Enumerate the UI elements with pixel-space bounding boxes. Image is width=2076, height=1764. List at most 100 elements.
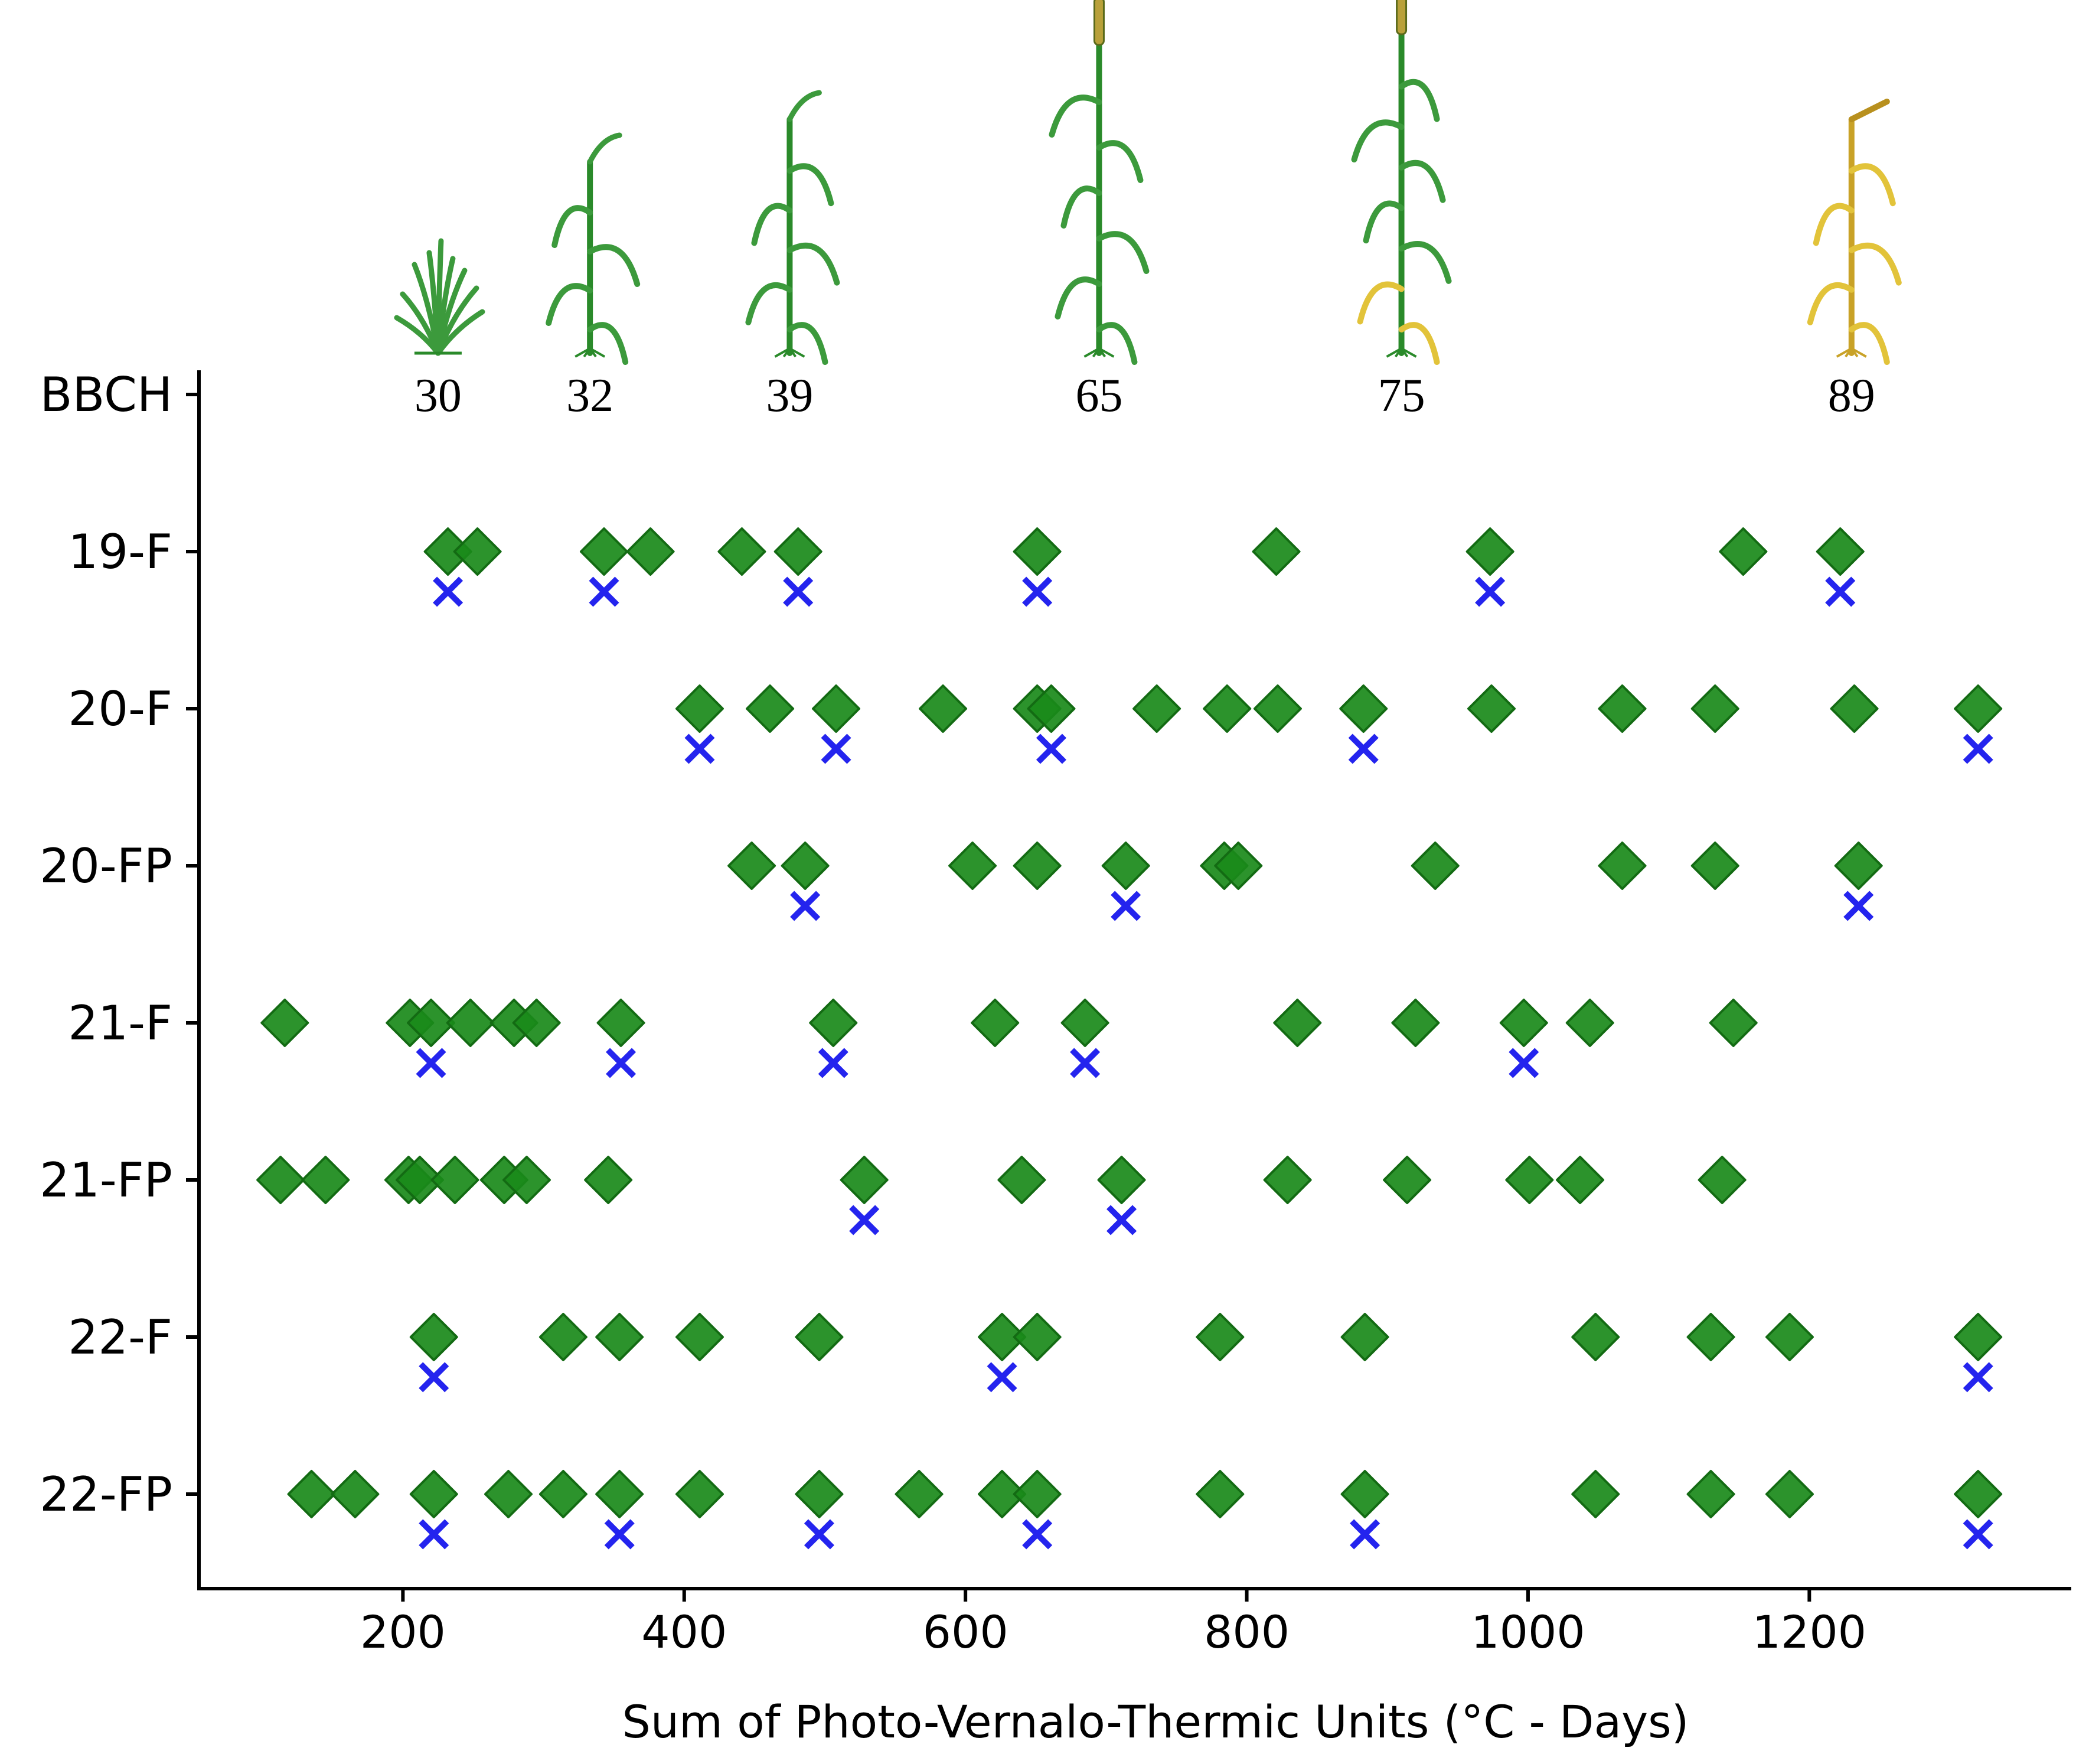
- observation-diamond: [595, 1313, 644, 1361]
- observation-diamond: [997, 1156, 1046, 1204]
- observation-diamond: [978, 1313, 1027, 1361]
- observation-diamond: [1690, 842, 1739, 890]
- observation-diamond: [840, 1156, 889, 1204]
- bbch-plant-icon: [1049, 0, 1150, 365]
- observation-diamond: [446, 999, 495, 1047]
- bbch-stage-label: 39: [766, 370, 813, 422]
- x-tick-label: 1000: [1471, 1606, 1585, 1658]
- y-tick-label: 21-FP: [40, 1153, 172, 1208]
- observation-diamond: [260, 999, 309, 1047]
- y-tick-label: 19-F: [68, 524, 172, 579]
- observation-diamond: [812, 684, 861, 733]
- bbch-stage-label: 30: [414, 370, 462, 422]
- observation-diamond: [919, 684, 968, 733]
- x-axis-title: Sum of Photo-Vernalo-Thermic Units (°C -…: [622, 1695, 1689, 1748]
- observation-diamond: [1954, 1470, 2003, 1518]
- bbch-stage-label: 89: [1828, 370, 1875, 422]
- observation-diamond: [256, 1156, 305, 1204]
- observation-diamond: [1214, 842, 1263, 890]
- observation-diamond: [1097, 1156, 1146, 1204]
- bbch-stage-label: 75: [1378, 370, 1425, 422]
- reference-cross: [1106, 1205, 1137, 1235]
- x-tick-label: 1200: [1752, 1606, 1866, 1658]
- observation-diamond: [1690, 684, 1739, 733]
- observation-diamond: [675, 1470, 724, 1518]
- x-axis-ticks: 200 400 600 800 1000 1200: [360, 1589, 1866, 1658]
- reference-cross: [1070, 1048, 1101, 1078]
- observation-diamond: [1598, 684, 1647, 733]
- observation-diamond: [407, 999, 456, 1047]
- observation-diamond: [1571, 1470, 1620, 1518]
- observation-diamond: [1598, 842, 1647, 890]
- observation-diamond: [331, 1470, 380, 1518]
- observation-diamond: [1467, 684, 1516, 733]
- observation-diamond: [512, 999, 561, 1047]
- observation-diamond: [1686, 1470, 1735, 1518]
- observation-diamond: [1203, 684, 1252, 733]
- observation-diamond: [1013, 527, 1062, 576]
- observation-diamond: [1954, 1313, 2003, 1361]
- reference-cross: [1843, 891, 1874, 921]
- observation-diamond: [1816, 527, 1865, 576]
- reference-cross: [1825, 576, 1856, 607]
- reference-cross: [433, 576, 463, 607]
- bbch-plant-icon: [745, 90, 840, 365]
- reference-cross: [821, 733, 851, 764]
- reference-cross: [1111, 891, 1141, 921]
- observation-diamond: [1505, 1156, 1554, 1204]
- reference-cross: [804, 1519, 834, 1550]
- observation-diamond: [781, 842, 830, 890]
- observation-diamond: [1954, 684, 2003, 733]
- observation-diamond: [1252, 527, 1301, 576]
- reference-cross: [684, 733, 715, 764]
- observation-diamond: [1719, 527, 1768, 576]
- bbch-stage-illustrations: [394, 0, 1902, 365]
- observation-diamond: [1027, 684, 1076, 733]
- observation-diamond: [1013, 1470, 1062, 1518]
- observation-diamond: [1556, 1156, 1605, 1204]
- observation-diamond: [795, 1470, 844, 1518]
- observation-diamond: [1253, 684, 1302, 733]
- observation-diamond: [1565, 999, 1614, 1047]
- reference-cross: [606, 1048, 636, 1078]
- observation-diamond: [395, 1156, 444, 1204]
- reference-cross: [818, 1048, 848, 1078]
- observation-diamond: [895, 1470, 944, 1518]
- observation-diamond: [1830, 684, 1879, 733]
- observation-diamond: [675, 1313, 724, 1361]
- reference-cross: [419, 1519, 449, 1550]
- observation-diamond: [584, 1156, 633, 1204]
- observation-diamond: [1013, 1313, 1062, 1361]
- observation-diamond: [773, 527, 822, 576]
- reference-cross: [1963, 1519, 1993, 1550]
- observation-diamond: [1383, 1156, 1432, 1204]
- plot-markers: [256, 527, 2003, 1550]
- observation-diamond: [1060, 999, 1109, 1047]
- x-tick-label: 200: [360, 1606, 446, 1658]
- observation-diamond: [1196, 1313, 1245, 1361]
- reference-cross: [589, 576, 619, 607]
- bbch-stage-label: 65: [1075, 370, 1122, 422]
- reference-cross: [1509, 1048, 1539, 1078]
- observation-diamond: [1765, 1313, 1814, 1361]
- y-tick-label: BBCH: [40, 367, 172, 422]
- observation-diamond: [1709, 999, 1758, 1047]
- reference-cross: [1022, 576, 1053, 607]
- y-tick-label: 22-FP: [40, 1467, 172, 1522]
- reference-cross: [416, 1048, 446, 1078]
- observation-diamond: [971, 999, 1020, 1047]
- observation-diamond: [1339, 684, 1388, 733]
- observation-diamond: [717, 527, 766, 576]
- y-tick-label: 21-F: [68, 996, 172, 1051]
- reference-cross: [1350, 1519, 1380, 1550]
- observation-diamond: [502, 1156, 551, 1204]
- observation-diamond: [809, 999, 858, 1047]
- bbch-plant-icon: [1807, 99, 1902, 365]
- reference-cross: [1036, 733, 1067, 764]
- reference-cross: [1963, 1362, 1993, 1393]
- y-tick-label: 20-FP: [40, 839, 172, 894]
- bbch-plant-icon: [394, 238, 485, 356]
- x-tick-label: 400: [641, 1606, 727, 1658]
- observation-diamond: [596, 999, 645, 1047]
- observation-diamond: [430, 1156, 479, 1204]
